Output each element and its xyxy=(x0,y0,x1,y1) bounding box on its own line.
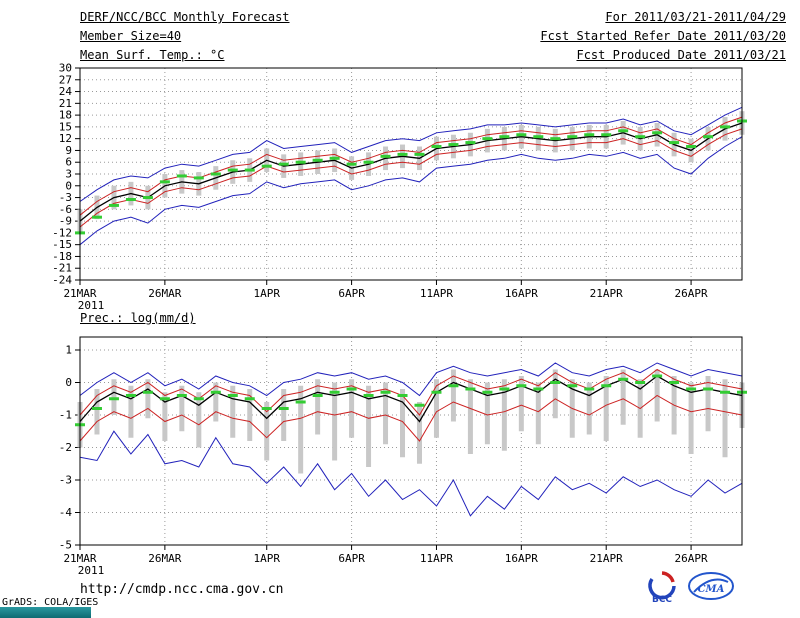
svg-text:21: 21 xyxy=(59,97,72,110)
ensemble-max-line xyxy=(79,362,743,397)
member-size-label: Member Size=40 xyxy=(80,29,182,43)
taskbar-fragment xyxy=(0,607,91,618)
svg-text:-5: -5 xyxy=(59,539,72,552)
svg-text:26APR: 26APR xyxy=(675,552,708,565)
temperature-chart: 302724211815129630-3-6-9-12-15-18-21-242… xyxy=(52,62,747,312)
svg-text:2011: 2011 xyxy=(78,564,105,577)
cma-logo-globe xyxy=(688,572,734,600)
svg-text:16APR: 16APR xyxy=(505,287,538,300)
svg-text:21APR: 21APR xyxy=(590,552,623,565)
svg-text:16APR: 16APR xyxy=(505,552,538,565)
svg-text:21APR: 21APR xyxy=(590,287,623,300)
cma-logo: CMA xyxy=(688,572,734,600)
svg-text:-3: -3 xyxy=(59,191,72,204)
precip-chart-label: Prec.: log(mm/d) xyxy=(80,311,196,325)
svg-text:-1: -1 xyxy=(59,409,72,422)
fcst-started-label: Fcst Started Refer Date 2011/03/20 xyxy=(540,29,786,43)
mean-plus-spread-line xyxy=(79,116,743,216)
bcc-logo-text: BCC xyxy=(652,595,672,604)
svg-text:18: 18 xyxy=(59,109,72,122)
header-right: For 2011/03/21-2011/04/29 Fcst Started R… xyxy=(540,8,786,65)
svg-text:24: 24 xyxy=(59,85,73,98)
svg-text:-6: -6 xyxy=(59,203,72,216)
fcst-produced-label: Fcst Produced Date 2011/03/21 xyxy=(576,48,786,62)
svg-text:12: 12 xyxy=(59,132,72,145)
svg-text:6: 6 xyxy=(65,156,72,169)
svg-text:21MAR: 21MAR xyxy=(63,287,96,300)
mean-minus-spread-line xyxy=(79,128,743,228)
svg-text:0: 0 xyxy=(65,376,72,389)
svg-text:15: 15 xyxy=(59,120,72,133)
svg-text:1APR: 1APR xyxy=(253,552,280,565)
svg-text:-21: -21 xyxy=(52,262,72,275)
grads-credit: GrADS: COLA/IGES xyxy=(2,597,99,608)
bcc-logo-red-arc xyxy=(661,571,675,583)
svg-text:2011: 2011 xyxy=(78,299,105,312)
svg-text:1: 1 xyxy=(65,344,72,357)
svg-text:1APR: 1APR xyxy=(253,287,280,300)
svg-text:6APR: 6APR xyxy=(338,552,365,565)
ensemble-mean-line xyxy=(79,375,743,423)
svg-text:6APR: 6APR xyxy=(338,287,365,300)
bcc-logo-blue-arc xyxy=(648,578,676,600)
page-title: DERF/NCC/BCC Monthly Forecast xyxy=(80,10,290,24)
cma-logo-text: CMA xyxy=(698,584,725,595)
mean-plus-spread-line xyxy=(79,368,743,416)
svg-text:-15: -15 xyxy=(52,238,72,251)
mean-minus-spread-line xyxy=(79,394,743,442)
svg-text:26APR: 26APR xyxy=(675,287,708,300)
forecast-range-label: For 2011/03/21-2011/04/29 xyxy=(605,10,786,24)
website-url: http://cmdp.ncc.cma.gov.cn xyxy=(80,582,284,597)
ensemble-min-line xyxy=(79,136,743,246)
svg-text:9: 9 xyxy=(65,144,72,157)
climatology-markers xyxy=(75,119,747,235)
svg-text:3: 3 xyxy=(65,168,72,181)
ensemble-min-line xyxy=(79,430,743,517)
svg-text:26MAR: 26MAR xyxy=(148,552,181,565)
svg-text:0: 0 xyxy=(65,179,72,192)
svg-text:26MAR: 26MAR xyxy=(148,287,181,300)
climatology-markers xyxy=(75,374,747,427)
svg-text:11APR: 11APR xyxy=(420,287,453,300)
svg-text:-9: -9 xyxy=(59,215,72,228)
svg-text:21MAR: 21MAR xyxy=(63,552,96,565)
svg-text:30: 30 xyxy=(59,62,72,75)
ensemble-max-line xyxy=(79,106,743,202)
svg-text:11APR: 11APR xyxy=(420,552,453,565)
svg-text:-24: -24 xyxy=(52,274,72,287)
svg-text:-3: -3 xyxy=(59,474,72,487)
ensemble-spread-bars xyxy=(77,111,745,233)
svg-text:-18: -18 xyxy=(52,250,72,263)
temp-chart-label: Mean Surf. Temp.: °C xyxy=(80,48,225,62)
bcc-logo: BCC xyxy=(648,571,676,604)
svg-text:-2: -2 xyxy=(59,441,72,454)
svg-text:-4: -4 xyxy=(59,506,73,519)
svg-text:27: 27 xyxy=(59,73,72,86)
header-left: DERF/NCC/BCC Monthly Forecast Member Siz… xyxy=(80,8,290,65)
ensemble-mean-line xyxy=(79,122,743,222)
svg-text:-12: -12 xyxy=(52,226,72,239)
cma-logo-swoosh xyxy=(693,578,729,593)
